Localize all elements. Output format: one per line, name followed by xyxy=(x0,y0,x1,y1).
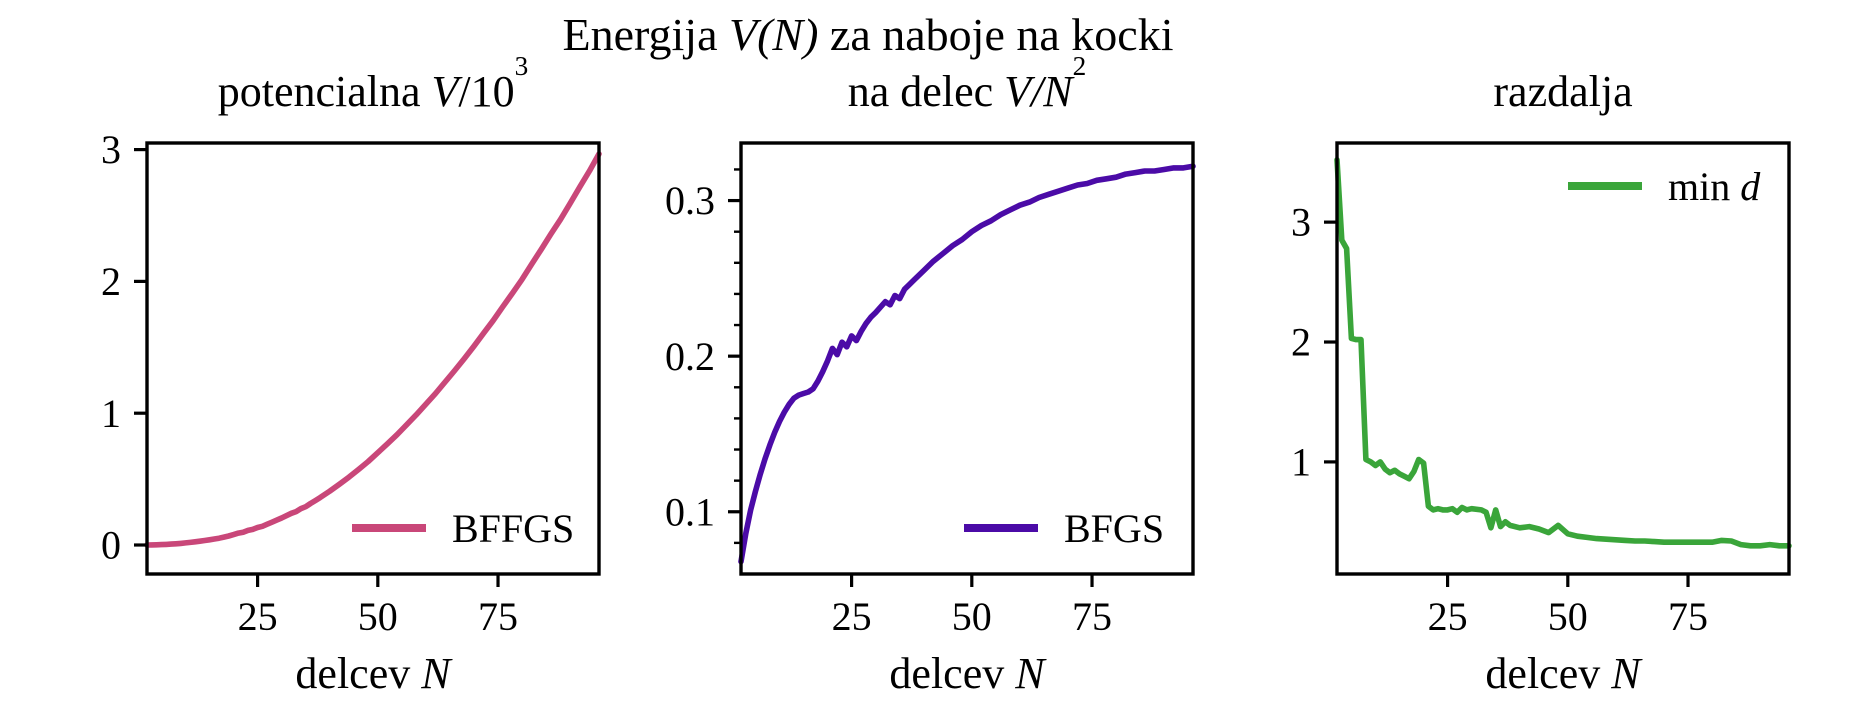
curve-min-d xyxy=(1334,157,1792,549)
x-tick-label: 75 xyxy=(478,594,518,639)
legend-line-bfgs xyxy=(964,524,1038,532)
y-tick-label: 0.1 xyxy=(665,489,715,534)
x-tick-label: 75 xyxy=(1072,594,1112,639)
axes-spines-panel-1 xyxy=(145,141,601,576)
figure-title-text: Energija xyxy=(562,9,729,60)
legend-label-min-d: min d xyxy=(1668,163,1761,209)
y-tick-label: 2 xyxy=(1291,320,1311,365)
panel-title-razdalja: razdalja xyxy=(1493,67,1633,116)
y-tick-label: 1 xyxy=(101,391,121,436)
legend-potencialna: BFFGS xyxy=(352,504,574,552)
curve-bfgs xyxy=(738,163,1196,565)
legend-razdalja: min d xyxy=(1568,162,1760,210)
legend-line-bffgs xyxy=(352,524,426,532)
y-tick-label: 3 xyxy=(1291,200,1311,245)
x-tick-label: 25 xyxy=(832,594,872,639)
y-tick-label: 1 xyxy=(1291,440,1311,485)
panel-title-na-delec: na delec V/N2 xyxy=(847,51,1087,116)
axes-spines-panel-3 xyxy=(1335,141,1791,576)
y-tick-label: 0 xyxy=(101,523,121,568)
legend-label-bffgs: BFFGS xyxy=(452,505,575,551)
xlabel-razdalja: delcev N xyxy=(1485,649,1641,698)
legend-label-bfgs: BFGS xyxy=(1064,505,1165,551)
curve-bffgs xyxy=(144,151,602,548)
y-tick-label: 0.3 xyxy=(665,178,715,223)
x-tick-label: 50 xyxy=(1548,594,1588,639)
panel-title-potencialna: potencialna V/103 xyxy=(217,51,529,116)
legend-line-min-d xyxy=(1568,182,1642,190)
figure-title-math: V(N) xyxy=(729,9,819,60)
x-tick-label: 25 xyxy=(238,594,278,639)
legend-na-delec: BFGS xyxy=(964,504,1164,552)
y-tick-label: 0.2 xyxy=(665,334,715,379)
x-tick-label: 50 xyxy=(358,594,398,639)
x-tick-label: 75 xyxy=(1668,594,1708,639)
xlabel-potencialna: delcev N xyxy=(295,649,451,698)
x-tick-label: 50 xyxy=(952,594,992,639)
y-tick-label: 2 xyxy=(101,259,121,304)
figure-title: Energija V(N) za naboje na kocki xyxy=(563,8,1174,61)
axes-spines-panel-2 xyxy=(739,141,1195,576)
x-tick-label: 25 xyxy=(1428,594,1468,639)
figure-title-text-2: za naboje na kocki xyxy=(818,9,1174,60)
xlabel-na-delec: delcev N xyxy=(889,649,1045,698)
y-tick-label: 3 xyxy=(101,127,121,172)
